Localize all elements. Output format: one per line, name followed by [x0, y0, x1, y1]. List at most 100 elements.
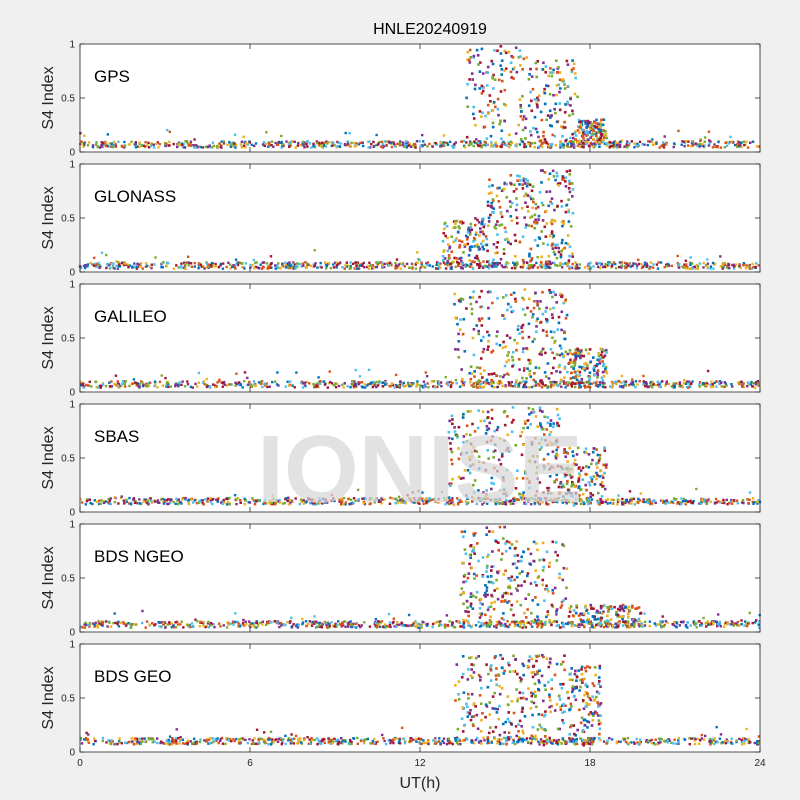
data-point: [508, 133, 511, 137]
data-point: [220, 144, 223, 147]
data-point: [307, 497, 310, 500]
data-point: [232, 264, 235, 267]
data-point: [150, 144, 153, 148]
data-point: [681, 140, 684, 143]
data-point: [98, 266, 101, 270]
data-point: [337, 620, 340, 623]
data-point: [123, 262, 127, 265]
data-point: [312, 382, 315, 386]
data-point: [536, 205, 540, 209]
data-point: [560, 249, 563, 253]
data-point: [534, 366, 538, 369]
data-point: [664, 502, 668, 505]
data-point: [530, 257, 534, 260]
data-point: [598, 362, 602, 365]
data-point: [517, 56, 521, 59]
data-point: [695, 487, 698, 491]
data-point: [458, 621, 462, 625]
data-point: [552, 466, 556, 469]
data-point: [466, 58, 469, 62]
data-point: [631, 381, 634, 384]
data-point: [548, 234, 552, 238]
data-point: [555, 620, 558, 624]
data-point: [447, 436, 451, 440]
data-point: [479, 499, 482, 503]
data-point: [518, 240, 522, 244]
data-point: [611, 626, 614, 629]
data-point: [513, 233, 517, 237]
data-point: [757, 384, 760, 387]
data-point: [562, 451, 566, 454]
data-point: [121, 262, 124, 266]
data-point: [160, 374, 163, 377]
data-point: [573, 131, 577, 135]
data-point: [549, 499, 553, 502]
data-point: [560, 205, 564, 208]
data-point: [209, 622, 213, 625]
data-point: [757, 499, 760, 502]
data-point: [536, 477, 539, 481]
data-point: [505, 494, 508, 497]
data-point: [602, 118, 606, 121]
data-point: [216, 144, 219, 148]
data-point: [374, 265, 377, 269]
data-point: [156, 499, 160, 502]
data-point: [647, 140, 650, 143]
data-point: [500, 68, 504, 71]
data-point: [337, 384, 341, 388]
data-point: [578, 386, 581, 389]
data-point: [104, 144, 108, 148]
data-point: [566, 63, 570, 66]
data-point: [735, 623, 739, 627]
data-point: [472, 144, 475, 148]
data-point: [683, 145, 686, 148]
data-point: [564, 500, 567, 503]
data-point: [265, 131, 268, 134]
data-point: [453, 292, 457, 296]
data-point: [581, 134, 585, 137]
data-point: [268, 385, 271, 388]
data-point: [554, 102, 558, 106]
data-point: [590, 133, 593, 136]
data-point: [500, 502, 503, 505]
data-point: [466, 497, 469, 500]
data-point: [600, 495, 604, 498]
data-point: [521, 494, 525, 498]
data-point: [486, 249, 489, 253]
data-point: [411, 267, 414, 270]
data-point: [723, 262, 727, 265]
data-point: [551, 500, 555, 503]
data-point: [488, 421, 491, 425]
data-point: [145, 501, 148, 504]
data-point: [121, 382, 124, 386]
data-point: [533, 220, 536, 224]
data-point: [754, 382, 757, 385]
data-point: [558, 90, 561, 94]
data-point: [498, 620, 501, 623]
data-point: [474, 624, 478, 627]
data-point: [521, 183, 524, 186]
data-point: [549, 330, 553, 333]
data-point: [289, 502, 292, 505]
data-point: [478, 295, 481, 299]
data-point: [455, 620, 458, 623]
data-point: [457, 475, 461, 479]
data-point: [480, 84, 484, 88]
plot-area: [80, 164, 760, 272]
data-point: [541, 169, 544, 172]
data-point: [715, 385, 718, 388]
data-point: [476, 386, 479, 389]
data-point: [90, 385, 93, 388]
data-point: [654, 383, 658, 387]
data-point: [284, 385, 287, 388]
data-point: [739, 143, 742, 147]
data-point: [545, 375, 548, 378]
data-point: [654, 501, 657, 504]
data-point: [490, 417, 494, 420]
data-point: [535, 330, 538, 334]
data-point: [288, 621, 292, 624]
data-point: [525, 377, 528, 380]
data-point: [533, 460, 537, 464]
data-point: [355, 144, 358, 147]
data-point: [602, 463, 605, 467]
